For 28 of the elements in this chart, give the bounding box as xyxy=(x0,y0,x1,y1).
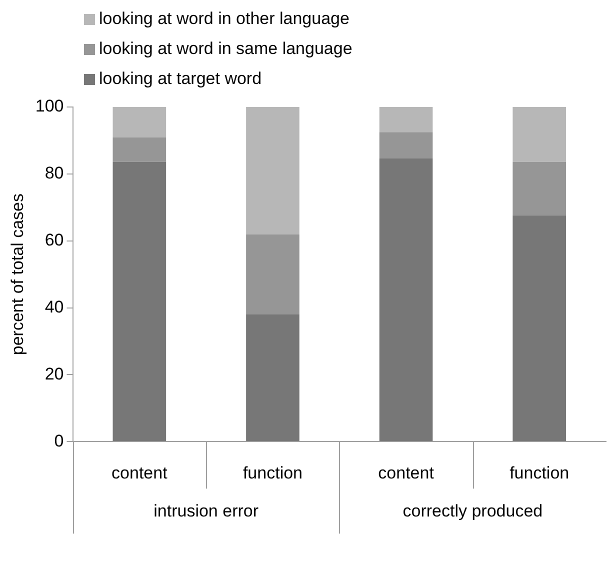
y-axis-title: percent of total cases xyxy=(8,194,27,356)
bar xyxy=(379,158,433,442)
y-tick-label: 0 xyxy=(54,431,64,450)
y-tick-label: 80 xyxy=(44,164,64,183)
bar xyxy=(512,215,566,442)
bar xyxy=(246,107,300,234)
y-tick-label: 20 xyxy=(44,364,64,384)
y-tick-label: 40 xyxy=(44,297,64,316)
bar xyxy=(246,234,300,314)
bar xyxy=(512,162,566,216)
x-tick-label: function xyxy=(242,463,302,482)
bar xyxy=(246,314,300,442)
bar xyxy=(112,137,166,162)
bar xyxy=(512,107,566,162)
legend-label: looking at target word xyxy=(99,69,262,89)
x-tick-label: content xyxy=(378,463,434,482)
legend-label: looking at word in same language xyxy=(99,39,352,59)
y-tick-label: 100 xyxy=(35,96,64,116)
legend-label: looking at word in other language xyxy=(99,9,350,29)
bar xyxy=(379,132,433,159)
bar xyxy=(112,162,166,442)
x-tick-label: function xyxy=(510,463,570,482)
text: correctly produced xyxy=(402,501,543,520)
bar xyxy=(379,107,433,132)
x-tick-label: content xyxy=(112,463,168,482)
bar xyxy=(112,107,166,138)
text: intrusion error xyxy=(154,501,259,520)
y-tick-label: 60 xyxy=(44,230,64,250)
